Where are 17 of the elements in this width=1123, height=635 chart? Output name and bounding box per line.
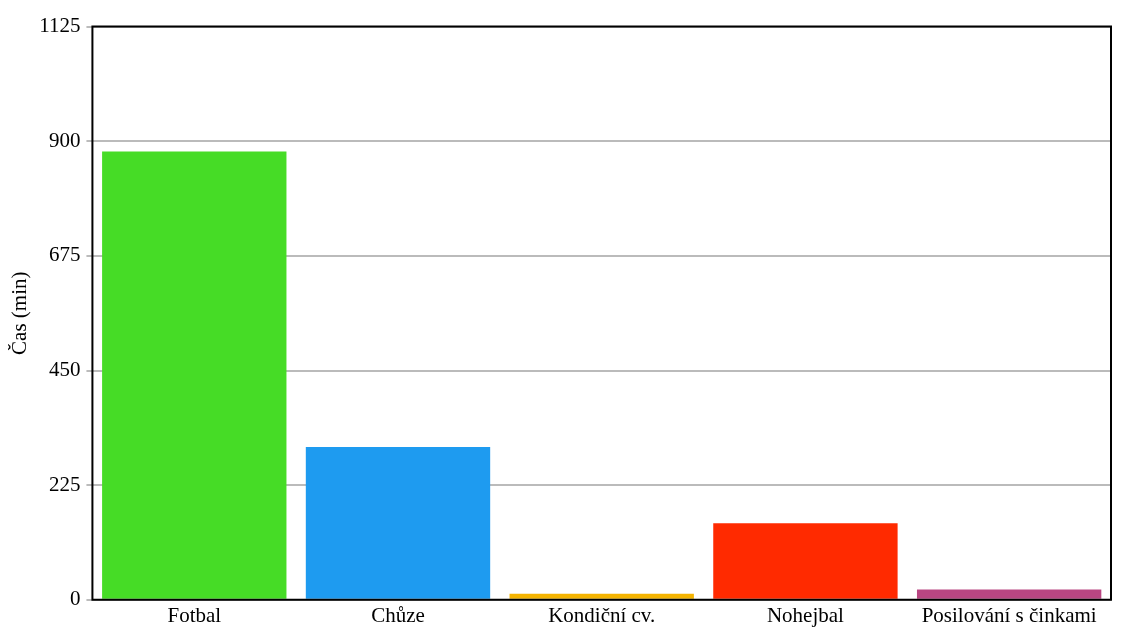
x-tick-label: Chůze [371,602,425,627]
bar [713,523,898,599]
y-tick-label: 450 [48,357,81,382]
bar [102,151,287,599]
y-tick-label: 900 [48,127,81,152]
y-tick-label: 225 [48,471,81,496]
y-tick-label: 0 [69,586,81,611]
bar [509,593,694,599]
x-tick-label: Posilování s činkami [921,602,1097,627]
bar [916,589,1102,599]
bar [305,446,491,599]
x-tick-label: Kondiční cv. [548,602,656,627]
y-tick-label: 1125 [39,13,81,38]
y-axis-title: Čas (min) [7,271,32,355]
x-tick-label: Fotbal [167,602,222,627]
y-tick-label: 675 [48,242,81,267]
x-tick-label: Nohejbal [766,602,845,627]
